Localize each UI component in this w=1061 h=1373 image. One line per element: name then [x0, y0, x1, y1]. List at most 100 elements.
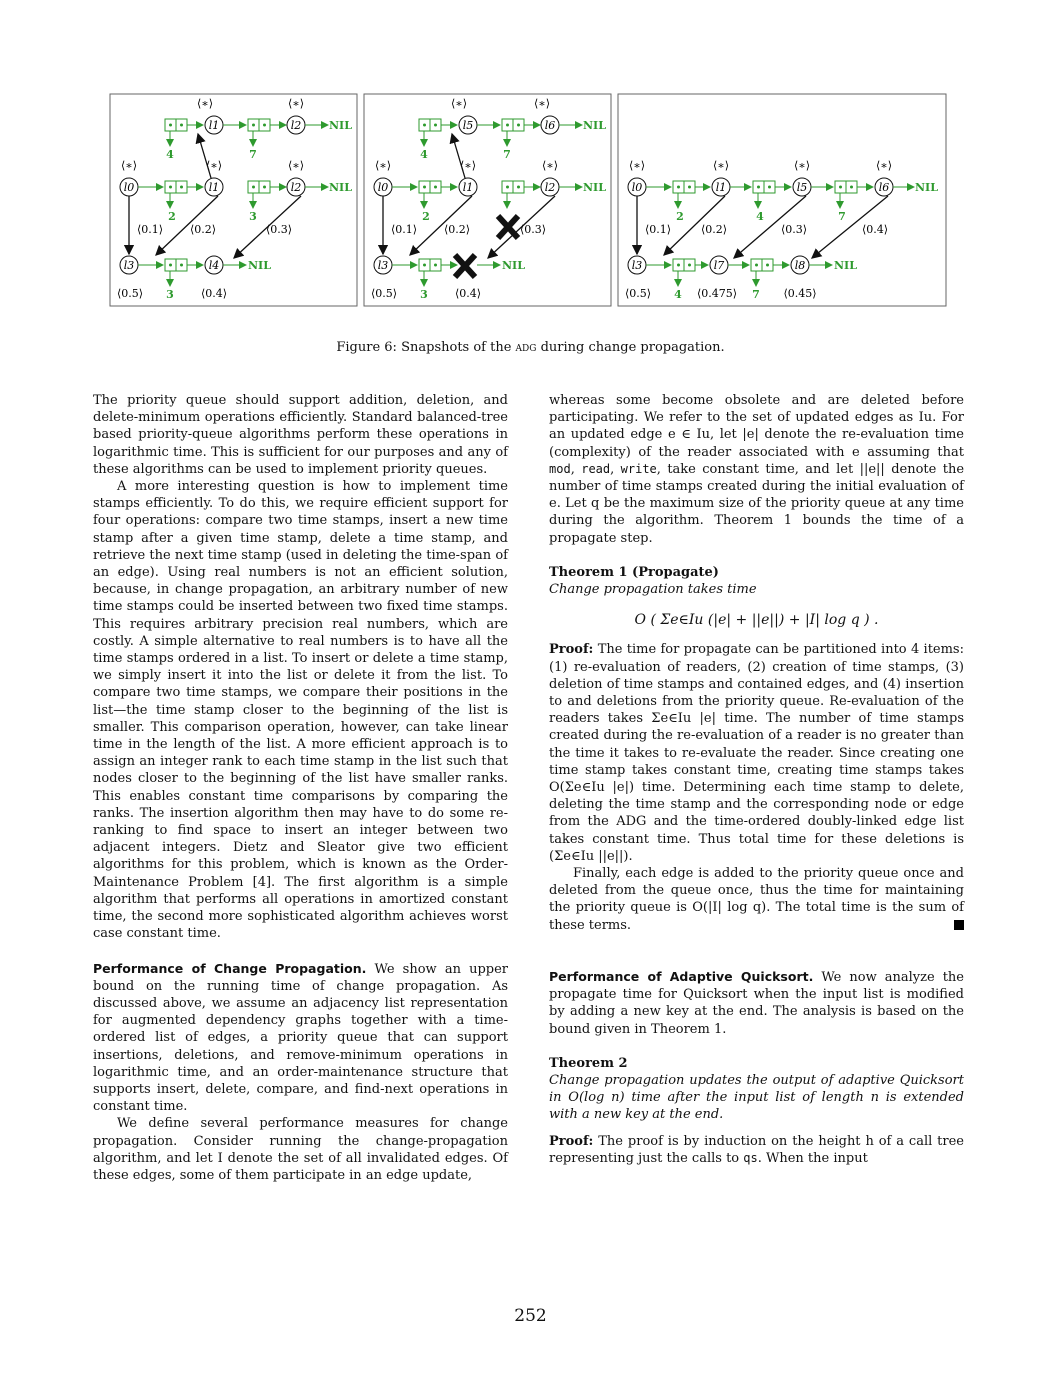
star-label: ⟨∗⟩ — [629, 159, 645, 172]
nil-label: NIL — [329, 119, 352, 132]
proof-label: Proof: — [549, 1133, 594, 1149]
time-stamp: ⟨0.5⟩ — [371, 287, 397, 300]
node-label: l5 — [463, 119, 474, 132]
paragraph: Finally, each edge is added to the prior… — [549, 865, 964, 934]
paragraph: The priority queue should support additi… — [93, 393, 508, 477]
nil-label: NIL — [915, 181, 938, 194]
paragraph: We define several performance measures f… — [93, 1116, 508, 1183]
paragraph-text: . When the input — [757, 1150, 868, 1166]
paragraph: Performance of Change Propagation. We sh… — [93, 960, 508, 1116]
time-stamp: ⟨0.1⟩ — [645, 223, 671, 236]
figure-caption: Figure 6: Snapshots of the adg during ch… — [0, 340, 1061, 355]
code-term: mod — [549, 461, 571, 476]
node-label: l0 — [124, 181, 135, 194]
time-stamp: ⟨0.475⟩ — [697, 287, 737, 300]
paragraph-text: whereas some become obsolete and are del… — [549, 393, 964, 460]
time-stamp: ⟨0.2⟩ — [701, 223, 727, 236]
count-label: 4 — [674, 288, 682, 301]
nil-label: NIL — [583, 181, 606, 194]
figure-6: ⟨∗⟩ ⟨∗⟩ ⟨∗⟩ ⟨∗⟩ ⟨∗⟩ l1 l2 NIL 4 7 l0 l1 … — [109, 93, 947, 307]
paragraph-text: We now analyze the propagate time for Qu… — [549, 969, 964, 1037]
proof-label: Proof: — [549, 642, 594, 658]
paragraph-text: The proof is by induction on the height … — [549, 1133, 964, 1166]
paragraph: Proof: The proof is by induction on the … — [549, 1133, 964, 1167]
time-stamp: ⟨0.3⟩ — [266, 223, 292, 236]
node-label: l2 — [291, 181, 302, 194]
section-heading: Performance of Change Propagation. — [93, 960, 367, 976]
time-stamp: ⟨0.45⟩ — [783, 287, 816, 300]
node-label: l1 — [209, 181, 220, 194]
node-label: l1 — [716, 181, 727, 194]
star-label: ⟨∗⟩ — [542, 159, 558, 172]
count-label: 2 — [676, 210, 684, 223]
time-stamp: ⟨0.1⟩ — [391, 223, 417, 236]
star-label: ⟨∗⟩ — [460, 159, 476, 172]
deleted-mark-icon — [495, 213, 521, 241]
nil-label: NIL — [834, 259, 857, 272]
node-label: l0 — [378, 181, 389, 194]
panel-2: ⟨∗⟩ ⟨∗⟩ ⟨∗⟩ ⟨∗⟩ ⟨∗⟩ l5 l6 NIL 4 7 l0 l1 … — [371, 97, 606, 301]
count-label: 7 — [503, 148, 511, 161]
nil-label: NIL — [248, 259, 271, 272]
count-label: 7 — [249, 148, 257, 161]
section-heading: Performance of Adaptive Quicksort. — [549, 968, 814, 984]
star-label: ⟨∗⟩ — [451, 97, 467, 110]
node-label: l6 — [545, 119, 556, 132]
page-number: 252 — [514, 1306, 547, 1326]
time-stamp: ⟨0.4⟩ — [455, 287, 481, 300]
time-stamp: ⟨0.5⟩ — [625, 287, 651, 300]
node-label: l3 — [632, 259, 643, 272]
count-label: 3 — [249, 210, 257, 223]
nil-label: NIL — [583, 119, 606, 132]
panel-2-frame — [363, 93, 612, 307]
paragraph-text: Finally, each edge is added to the prior… — [549, 866, 964, 933]
node-label: l8 — [795, 259, 806, 272]
node-label: l7 — [714, 259, 725, 272]
star-label: ⟨∗⟩ — [288, 97, 304, 110]
star-label: ⟨∗⟩ — [288, 159, 304, 172]
paragraph: Performance of Adaptive Quicksort. We no… — [549, 968, 964, 1038]
star-label: ⟨∗⟩ — [197, 97, 213, 110]
theorem-body: Change propagation takes time — [549, 582, 757, 598]
code-term: read — [581, 461, 611, 476]
star-label: ⟨∗⟩ — [713, 159, 729, 172]
count-label: 7 — [752, 288, 760, 301]
star-label: ⟨∗⟩ — [794, 159, 810, 172]
count-label: 4 — [420, 148, 428, 161]
count-label: 3 — [420, 288, 428, 301]
paragraph-text: We show an upper bound on the running ti… — [93, 961, 509, 1115]
formula: O ( Σe∈Iu (|e| + ||e||) + |I| log q ) . — [634, 612, 879, 629]
caption-acronym: adg — [515, 340, 537, 355]
caption-text-end: during change propagation. — [536, 340, 725, 355]
node-label: l6 — [879, 181, 890, 194]
time-stamp: ⟨0.5⟩ — [117, 287, 143, 300]
qed-icon — [954, 919, 964, 930]
right-column: whereas some become obsolete and are del… — [549, 392, 964, 1167]
time-stamp: ⟨0.2⟩ — [444, 223, 470, 236]
deleted-mark-icon — [452, 252, 478, 280]
paragraph-text: The time for propagate can be partitione… — [549, 642, 964, 864]
time-stamp: ⟨0.2⟩ — [190, 223, 216, 236]
time-stamp: ⟨0.4⟩ — [201, 287, 227, 300]
time-stamp: ⟨0.3⟩ — [781, 223, 807, 236]
paragraph: A more interesting question is how to im… — [93, 479, 508, 942]
count-label: 7 — [838, 210, 846, 223]
star-label: ⟨∗⟩ — [876, 159, 892, 172]
node-label: l5 — [797, 181, 808, 194]
panel-3: ⟨∗⟩ ⟨∗⟩ ⟨∗⟩ ⟨∗⟩ l0 l1 l5 l6 NIL 2 4 7 — [625, 159, 938, 301]
node-label: l2 — [545, 181, 556, 194]
count-label: 4 — [756, 210, 764, 223]
count-label: 2 — [422, 210, 430, 223]
left-column: The priority queue should support additi… — [93, 392, 508, 1184]
count-label: 3 — [166, 288, 174, 301]
paragraph: Proof: The time for propagate can be par… — [549, 641, 964, 865]
node-label: l0 — [632, 181, 643, 194]
star-label: ⟨∗⟩ — [375, 159, 391, 172]
node-label: l2 — [291, 119, 302, 132]
theorem-body: Change propagation updates the output of… — [549, 1072, 964, 1123]
time-stamp: ⟨0.4⟩ — [862, 223, 888, 236]
count-label: 2 — [168, 210, 176, 223]
node-label: l1 — [209, 119, 220, 132]
node-label: l4 — [209, 259, 220, 272]
code-term: write — [620, 461, 657, 476]
